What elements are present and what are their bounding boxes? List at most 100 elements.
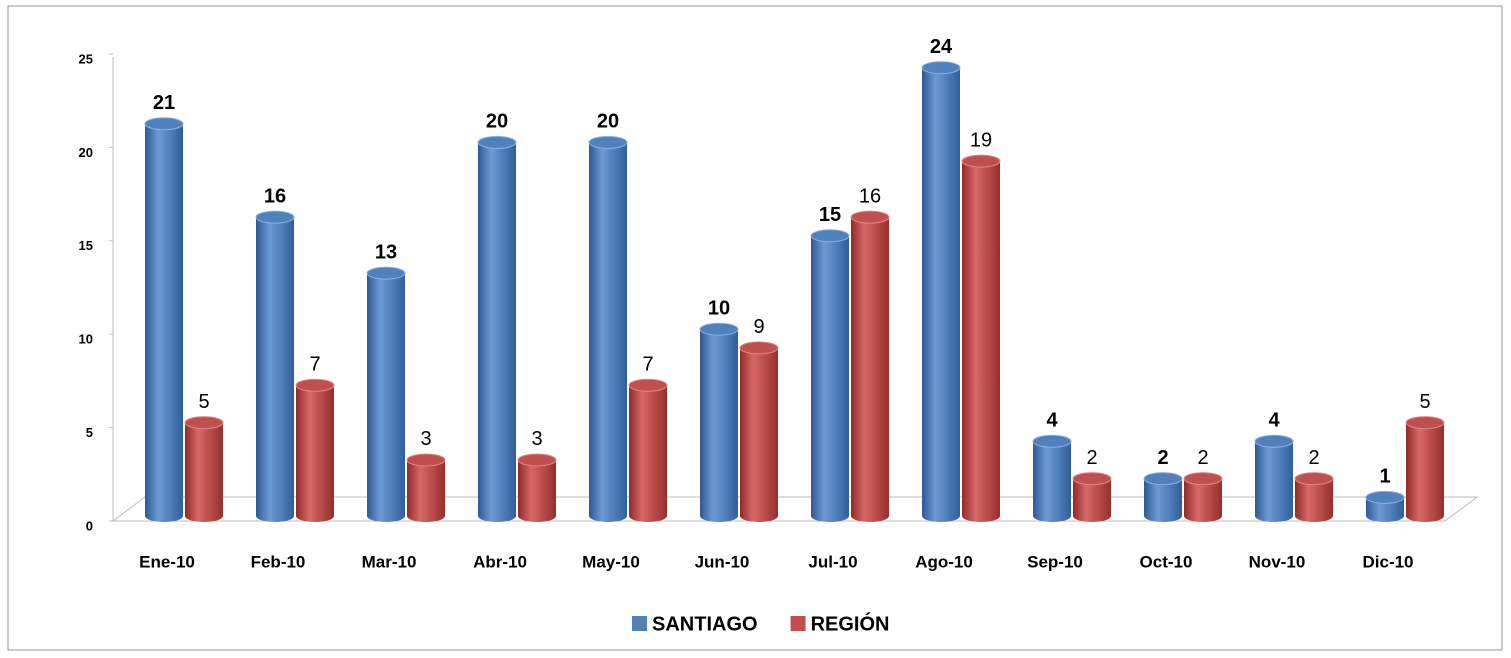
bar — [921, 61, 961, 523]
bar — [1032, 434, 1072, 522]
bar-body — [256, 217, 294, 522]
bar-body — [700, 329, 738, 522]
data-label: 4 — [1268, 410, 1280, 432]
bar-body — [478, 142, 516, 522]
bar-top — [255, 210, 295, 224]
bar-top — [1143, 472, 1183, 486]
data-label: 16 — [859, 185, 881, 207]
data-label: 2 — [1086, 447, 1097, 469]
y-tick-label: 15 — [79, 238, 93, 253]
data-label: 2 — [1197, 447, 1208, 469]
bar-top — [628, 378, 668, 392]
bar — [184, 416, 224, 522]
data-label: 5 — [1419, 391, 1430, 413]
x-tick-label: Jul-10 — [808, 552, 857, 571]
bar-body — [1295, 478, 1333, 522]
x-tick-label: May-10 — [582, 552, 640, 571]
data-label: 3 — [420, 428, 431, 450]
bar-top — [1072, 472, 1112, 486]
bar — [366, 266, 406, 522]
bar-body — [811, 235, 849, 523]
bar-body — [962, 161, 1000, 522]
bar-body — [518, 459, 556, 522]
bar — [699, 322, 739, 522]
bar-body — [407, 459, 445, 522]
floor — [111, 496, 1479, 522]
bar-top — [810, 229, 850, 243]
data-label: 2 — [1157, 447, 1168, 469]
bar-body — [1406, 422, 1444, 522]
x-tick-label: Oct-10 — [1140, 552, 1193, 571]
bar-top — [477, 135, 517, 149]
bar-top — [184, 416, 224, 430]
bar-body — [296, 385, 334, 522]
bar-body — [589, 142, 627, 522]
bar — [850, 210, 890, 522]
data-label: 7 — [309, 354, 320, 376]
legend-label: REGIÓN — [811, 611, 890, 635]
data-label: 20 — [486, 111, 508, 133]
x-tick-label: Ene-10 — [139, 552, 195, 571]
bar — [255, 210, 295, 522]
bar-top — [921, 61, 961, 75]
legend-swatch — [632, 616, 647, 631]
y-tick-label: 0 — [86, 518, 93, 533]
bar — [1143, 472, 1183, 522]
bar-body — [922, 67, 960, 523]
bar — [628, 378, 668, 522]
bar — [1365, 490, 1405, 522]
legend-label: SANTIAGO — [652, 613, 758, 635]
bar — [739, 341, 779, 522]
bar-top — [144, 117, 184, 131]
x-tick-label: Ago-10 — [915, 552, 973, 571]
data-label: 9 — [753, 316, 764, 338]
legend-swatch — [790, 616, 806, 631]
data-label: 4 — [1046, 410, 1058, 432]
bar — [144, 117, 184, 522]
y-tick-label: 10 — [79, 332, 93, 347]
bar-body — [185, 422, 223, 522]
bar — [517, 453, 557, 522]
bar-body — [1144, 478, 1182, 522]
bar-body — [145, 123, 183, 522]
data-label: 15 — [819, 204, 841, 226]
bar-body — [1073, 478, 1111, 522]
bar-top — [1365, 490, 1405, 504]
bar-body — [1184, 478, 1222, 522]
bar-top — [406, 453, 446, 467]
bar — [810, 229, 850, 523]
x-tick-label: Abr-10 — [473, 552, 527, 571]
bar — [1183, 472, 1223, 522]
data-label: 24 — [930, 36, 953, 58]
bar-top — [295, 378, 335, 392]
y-tick-label: 5 — [86, 425, 93, 440]
bar-body — [1255, 441, 1293, 522]
x-tick-label: Sep-10 — [1027, 552, 1083, 571]
x-tick-label: Nov-10 — [1249, 552, 1306, 571]
bar-body — [1366, 497, 1404, 522]
data-label: 10 — [708, 297, 730, 319]
bar-top — [1294, 472, 1334, 486]
y-tick-label: 20 — [79, 145, 93, 160]
x-tick-label: Mar-10 — [362, 552, 417, 571]
x-tick-label: Jun-10 — [695, 552, 750, 571]
bar — [477, 135, 517, 522]
bar-body — [851, 217, 889, 522]
bar-top — [517, 453, 557, 467]
data-label: 5 — [198, 391, 209, 413]
data-label: 16 — [264, 185, 286, 207]
bar — [1294, 472, 1334, 522]
data-label: 3 — [531, 428, 542, 450]
bar — [961, 154, 1001, 522]
bar-top — [1183, 472, 1223, 486]
bar — [295, 378, 335, 522]
data-label: 1 — [1379, 466, 1390, 488]
x-tick-label: Feb-10 — [251, 552, 306, 571]
bar-body — [367, 273, 405, 522]
bar — [1072, 472, 1112, 522]
bar-top — [850, 210, 890, 224]
bar-top — [961, 154, 1001, 168]
x-tick-label: Dic-10 — [1362, 552, 1413, 571]
bar-top — [1405, 416, 1445, 430]
